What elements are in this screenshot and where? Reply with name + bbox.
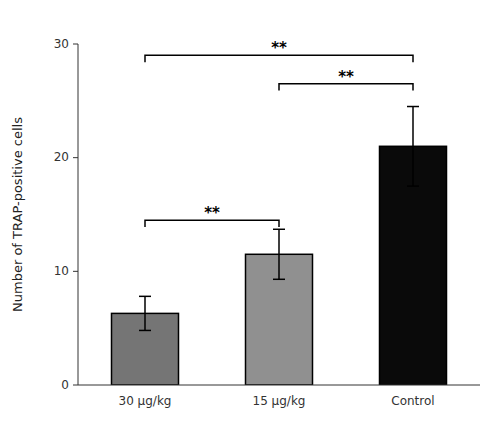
x-tick-label: 30 μg/kg: [119, 394, 172, 408]
error-bar-line: [273, 279, 285, 281]
significance-label: **: [204, 204, 220, 222]
y-tick: [73, 385, 78, 386]
y-axis-label: Number of TRAP-positive cells: [10, 117, 25, 312]
error-bar: [139, 296, 151, 330]
error-bar-line: [273, 229, 285, 231]
error-bar-line: [412, 107, 414, 187]
x-axis: [78, 385, 480, 386]
error-bar-line: [139, 296, 151, 298]
significance-label: **: [338, 68, 354, 86]
significance-label: **: [271, 39, 287, 57]
error-bar-line: [144, 296, 146, 330]
y-tick-label: 30: [54, 37, 69, 51]
error-bar-line: [407, 106, 419, 108]
y-axis: [78, 44, 79, 385]
y-tick-label: 10: [54, 264, 69, 278]
error-bar: [407, 107, 419, 187]
chart: 0 10 20 30 30 μg/kg 15 μg/kg Control Number of …: [0, 0, 500, 429]
y-tick: [73, 44, 78, 45]
y-tick-label: 0: [61, 378, 69, 392]
bars: [112, 107, 447, 385]
x-tick-label: Control: [391, 394, 434, 408]
error-bar: [273, 229, 285, 279]
y-tick: [73, 157, 78, 158]
error-bar-line: [407, 185, 419, 187]
y-tick-label: 20: [54, 150, 69, 164]
y-tick: [73, 271, 78, 272]
error-bar-line: [139, 330, 151, 332]
error-bar-line: [278, 229, 280, 279]
x-tick-label: 15 μg/kg: [253, 394, 306, 408]
